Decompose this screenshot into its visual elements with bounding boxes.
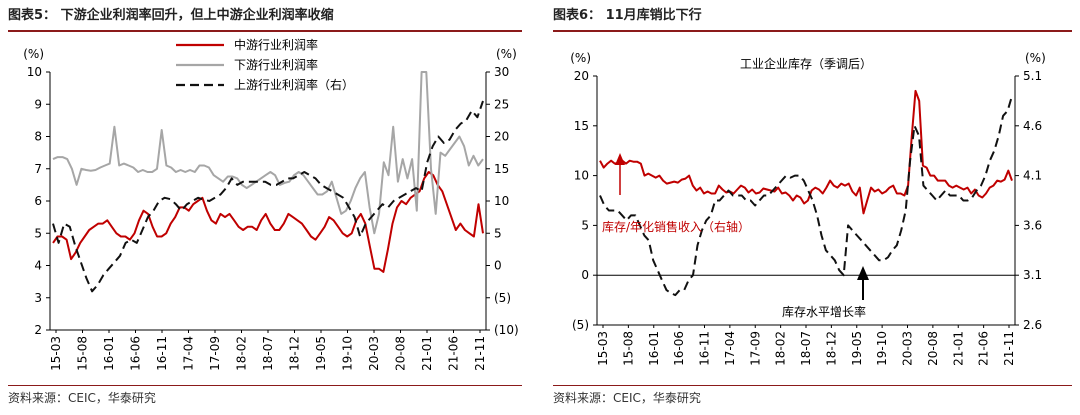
figure-title: 图表5： 下游企业利润率回升，但上中游企业利润率收缩 — [8, 4, 334, 23]
x-tick-label: 15-08 — [76, 336, 90, 371]
chart-panel-left: 图表5： 下游企业利润率回升，但上中游企业利润率收缩 (%) (%) 2 3 4 5 6 7 8… — [0, 0, 530, 415]
right-tick-label: 20 — [494, 130, 509, 144]
right-tick-label: (5) — [494, 291, 511, 305]
series-line-1 — [52, 71, 484, 235]
x-tick-label: 19-05 — [850, 331, 864, 366]
right-tick-label: (10) — [494, 323, 519, 337]
left-tick-label: 5 — [581, 218, 589, 232]
figure-label: 图表5： — [8, 8, 57, 23]
x-tick-label: 18-12 — [824, 331, 838, 366]
title-rule — [553, 30, 1072, 32]
left-tick-label: 20 — [574, 69, 589, 83]
x-tick-label: 15-03 — [596, 331, 610, 366]
x-tick-label: 16-06 — [129, 336, 143, 371]
left-tick-label: 15 — [574, 119, 589, 133]
right-tick-label: 10 — [494, 194, 509, 208]
series-line-0 — [52, 171, 484, 273]
x-tick-label: 21-06 — [977, 331, 991, 366]
left-tick-label: 9 — [34, 97, 42, 111]
right-tick-label: 30 — [494, 65, 509, 79]
x-tick-label: 21-11 — [473, 336, 487, 371]
figure-title: 图表6： 11月库销比下行 — [553, 4, 702, 23]
right-axis-unit: (%) — [496, 47, 517, 61]
annotation-ratio: 库存/年化销售收入（右轴） — [602, 219, 750, 234]
x-tick-label: 21-11 — [1002, 331, 1016, 366]
figure-title-text: 11月库销比下行 — [605, 8, 702, 23]
x-tick-label: 18-07 — [799, 331, 813, 366]
left-tick-label: 3 — [34, 291, 42, 305]
left-tick-label: 5 — [34, 226, 42, 240]
x-tick-label: 18-02 — [774, 331, 788, 366]
left-axis-unit: (%) — [23, 47, 44, 61]
x-tick-label: 18-12 — [288, 336, 302, 371]
x-tick-label: 17-04 — [723, 331, 737, 366]
left-tick-label: 10 — [27, 65, 42, 79]
x-tick-label: 21-01 — [951, 331, 965, 366]
chart-panel-right: 图表6： 11月库销比下行 (%) (%) (5) 0 5 10 15 20 2.6 3.1 3.6… — [545, 0, 1080, 415]
legend-label-2: 上游行业利润率（右） — [234, 77, 354, 92]
annotation-ratio-arrowhead — [615, 153, 625, 165]
bottom-rule — [553, 385, 1072, 386]
x-tick-label: 18-07 — [261, 336, 275, 371]
x-tick-label: 20-03 — [367, 336, 381, 371]
left-tick-label: 0 — [581, 268, 589, 282]
x-tick-label: 16-11 — [698, 331, 712, 366]
bottom-rule — [8, 385, 522, 386]
right-tick-label: 3.1 — [1023, 268, 1042, 282]
series-line-0 — [599, 89, 1013, 215]
legend-label-1: 下游行业利润率 — [234, 57, 318, 72]
left-tick-label: 7 — [34, 162, 42, 176]
x-tick-label: 19-05 — [314, 336, 328, 371]
right-tick-label: 25 — [494, 97, 509, 111]
series-line-2 — [52, 100, 484, 293]
x-tick-label: 18-02 — [235, 336, 249, 371]
x-tick-label: 21-06 — [447, 336, 461, 371]
x-tick-label: 20-08 — [394, 336, 408, 371]
chart-right-svg: (%) (%) (5) 0 5 10 15 20 2.6 3.1 3.6 4.1 4.6 5.1 15-03… — [570, 51, 1046, 366]
right-tick-label: 4.1 — [1023, 169, 1042, 183]
right-tick-label: 2.6 — [1023, 318, 1042, 332]
legend-label-0: 中游行业利润率 — [234, 37, 318, 52]
x-tick-label: 15-08 — [621, 331, 635, 366]
title-rule — [8, 30, 522, 32]
x-tick-label: 15-03 — [49, 336, 63, 371]
figure-title-text: 下游企业利润率回升，但上中游企业利润率收缩 — [60, 8, 334, 23]
right-tick-label: 4.6 — [1023, 119, 1042, 133]
right-tick-label: 5.1 — [1023, 69, 1042, 83]
source-note: 资料来源：CEIC，华泰研究 — [8, 391, 156, 405]
x-tick-label: 17-09 — [748, 331, 762, 366]
annotation-growth: 库存水平增长率 — [782, 304, 866, 319]
left-tick-label: 6 — [34, 194, 42, 208]
chart-left-svg: (%) (%) 2 3 4 5 6 7 8 9 10 (10) (5) 0 5 10 15 20 25 30 15-03… — [23, 37, 519, 371]
right-tick-label: 15 — [494, 162, 509, 176]
left-tick-label: 8 — [34, 130, 42, 144]
right-tick-label: 0 — [494, 259, 502, 273]
x-tick-label: 20-03 — [901, 331, 915, 366]
right-tick-label: 3.6 — [1023, 218, 1042, 232]
x-tick-label: 16-06 — [672, 331, 686, 366]
x-tick-label: 20-08 — [926, 331, 940, 366]
left-tick-label: 4 — [34, 259, 42, 273]
right-tick-label: 5 — [494, 226, 502, 240]
source-note: 资料来源：CEIC，华泰研究 — [553, 391, 701, 405]
chart-inner-title: 工业企业库存（季调后） — [740, 56, 872, 71]
x-tick-label: 19-10 — [341, 336, 355, 371]
left-tick-label: (5) — [572, 318, 589, 332]
x-tick-label: 19-10 — [875, 331, 889, 366]
x-tick-label: 17-04 — [182, 336, 196, 371]
right-axis-unit: (%) — [1025, 51, 1046, 65]
figure-label: 图表6： — [553, 8, 602, 23]
x-tick-label: 17-09 — [208, 336, 222, 371]
series-line-1 — [599, 95, 1013, 297]
x-tick-label: 16-01 — [647, 331, 661, 366]
x-tick-label: 21-01 — [420, 336, 434, 371]
left-axis-unit: (%) — [570, 51, 591, 65]
x-tick-label: 16-11 — [155, 336, 169, 371]
annotation-growth-arrowhead — [857, 266, 869, 280]
left-tick-label: 10 — [574, 169, 589, 183]
x-tick-label: 16-01 — [102, 336, 116, 371]
left-tick-label: 2 — [34, 323, 42, 337]
